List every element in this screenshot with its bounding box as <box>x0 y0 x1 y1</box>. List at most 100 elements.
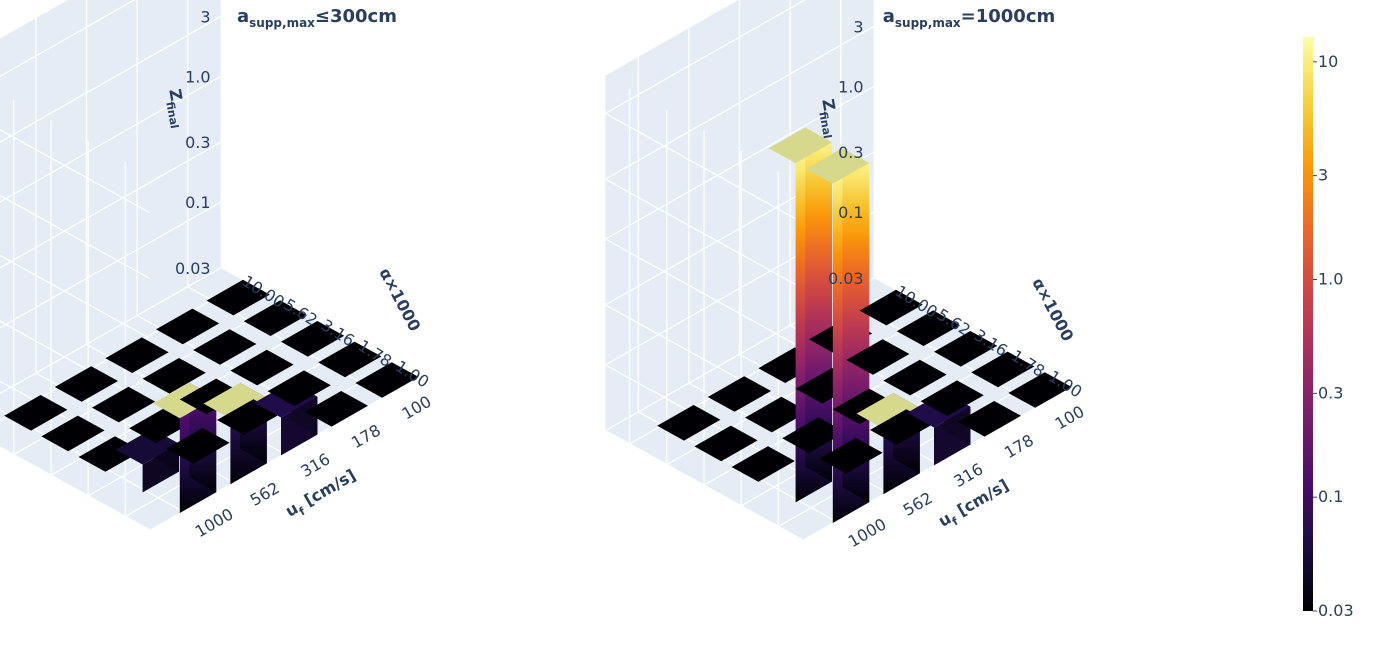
bar-face-top <box>920 380 984 416</box>
bar-face-top <box>856 392 920 429</box>
bar <box>92 386 156 423</box>
x-tick-label: 562 <box>900 488 936 520</box>
z-tick-label: 0.3 <box>838 143 863 162</box>
panel-2: 10017831656210001.001.783.165.6210.000.0… <box>604 0 1088 551</box>
bar-face-top <box>267 370 331 406</box>
z-tick-label: 1.0 <box>838 78 863 97</box>
bar-face-top <box>896 310 960 346</box>
bar-face-top <box>92 386 156 423</box>
panel-title: asupp,max≤300cm <box>237 6 397 30</box>
bar-face-top <box>166 428 230 464</box>
bar-face-top <box>657 405 721 441</box>
colorbar-tick-label: 10 <box>1318 52 1338 71</box>
bar <box>920 380 984 416</box>
bar-face-top <box>41 415 105 452</box>
bar-face-top <box>105 337 169 373</box>
bar-face-top <box>957 401 1021 437</box>
z-tick-label: 0.03 <box>828 269 864 288</box>
bars <box>657 127 1072 523</box>
bar-face-top <box>230 349 294 386</box>
bar <box>41 415 105 452</box>
colorbar-tick-label: 3 <box>1318 166 1328 185</box>
bar-face-top <box>156 308 220 345</box>
bar-face-top <box>883 359 947 396</box>
bar <box>896 310 960 346</box>
z-tick-label: 0.1 <box>185 193 210 212</box>
y-axis-title: α×1000 <box>1028 275 1077 345</box>
bar-face-top <box>142 358 206 394</box>
bar-face-top <box>203 382 267 419</box>
bar-face-top <box>934 331 998 367</box>
bar-face-top <box>1008 372 1072 408</box>
grid-z <box>604 85 874 349</box>
bar <box>934 331 998 367</box>
grid-z <box>604 277 874 541</box>
z-axis-title: Zfinal <box>161 87 190 129</box>
bar-face-top <box>832 388 896 425</box>
x-tick-label: 1000 <box>845 514 890 551</box>
x-tick-label: 562 <box>247 478 283 510</box>
bar-face-top <box>243 300 307 336</box>
bar <box>957 401 1021 437</box>
colorbar-gradient <box>1303 37 1313 611</box>
bar <box>883 359 947 396</box>
colorbar: 0.03 0.1 0.3 1.0 3 10 <box>1303 37 1354 620</box>
grid-z <box>604 151 874 415</box>
grid-z <box>0 15 221 279</box>
x-tick-label: 100 <box>399 392 435 424</box>
z-tick-label: 3 <box>853 18 863 37</box>
x-tick-label: 178 <box>348 421 384 453</box>
colorbar-tick-label: 0.03 <box>1318 601 1354 620</box>
grid-z <box>604 25 874 289</box>
bar-face-top <box>281 321 345 357</box>
bar <box>318 341 382 378</box>
bar <box>846 339 910 375</box>
colorbar-tick-label: 0.1 <box>1318 487 1343 506</box>
bar-face-top <box>846 339 910 375</box>
x-tick-label: 1000 <box>192 504 237 541</box>
bar <box>105 337 169 373</box>
bar <box>54 366 118 402</box>
grid-z <box>0 141 221 405</box>
grid-z <box>0 75 221 339</box>
bar-face-top <box>694 425 758 462</box>
colorbar-tick-label: 1.0 <box>1318 269 1343 288</box>
bar <box>819 438 883 474</box>
bar-face-top <box>179 378 243 415</box>
bar-face-top <box>206 279 270 316</box>
z-axis-title: Zfinal <box>814 97 843 139</box>
bar <box>142 358 206 394</box>
bar <box>281 321 345 357</box>
z-tick-label: 3 <box>200 8 210 27</box>
x-axis-title: uf [cm/s] <box>282 465 361 524</box>
bar-face-top <box>355 362 419 398</box>
bar <box>1008 372 1072 408</box>
bar-face-top <box>745 396 809 433</box>
z-tick-label: 0.3 <box>185 133 210 152</box>
bar-face-top <box>768 127 832 164</box>
bar <box>230 349 294 386</box>
bar-face-top <box>806 148 870 184</box>
y-axis-title: α×1000 <box>375 265 424 335</box>
x-tick-label: 100 <box>1052 402 1088 434</box>
bar <box>832 388 896 425</box>
bar <box>707 376 771 412</box>
bar-face-top <box>4 395 68 431</box>
bar <box>731 446 795 482</box>
panel-1: 10017831656210001.001.783.165.6210.000.0… <box>0 0 435 541</box>
x-tick-label: 316 <box>297 449 333 481</box>
bar-face-top <box>707 376 771 412</box>
x-tick-label: 178 <box>1001 431 1037 463</box>
bar <box>179 378 243 415</box>
bar <box>193 329 257 365</box>
bar-face-top <box>859 289 923 326</box>
x-tick-label: 316 <box>950 459 986 491</box>
bar <box>4 395 68 431</box>
z-tick-label: 0.1 <box>838 203 863 222</box>
bar <box>859 289 923 326</box>
bar-face-top <box>193 329 257 365</box>
bar-face-top <box>304 391 368 427</box>
bar <box>166 428 230 464</box>
bar-face-top <box>54 366 118 402</box>
bar-face-top <box>819 438 883 474</box>
